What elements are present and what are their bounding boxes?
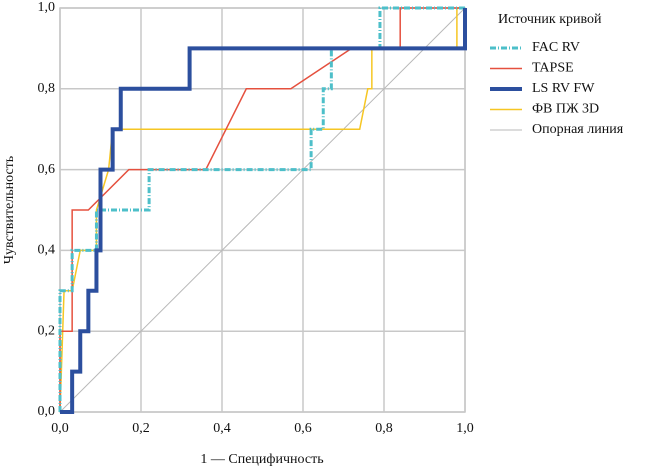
roc-line — [60, 8, 467, 414]
legend-label: TAPSE — [532, 61, 574, 76]
x-tick-label: 0,8 — [375, 421, 393, 436]
legend-label: FAC RV — [532, 40, 580, 55]
x-axis-title: 1 — Специфичность — [200, 452, 323, 467]
legend-title: Источник кривой — [498, 12, 602, 27]
x-tick-label: 0,6 — [294, 421, 312, 436]
y-axis-title: Чувствительность — [2, 156, 17, 264]
x-tick-label: 0,4 — [213, 421, 231, 436]
legend-label: ФВ ПЖ 3D — [532, 102, 599, 117]
y-tick-label: 0,6 — [38, 162, 56, 177]
y-tick-label: 0,0 — [38, 404, 56, 419]
legend-label: Опорная линия — [532, 122, 624, 137]
y-tick-label: 1,0 — [38, 0, 56, 15]
x-tick-label: 0,2 — [132, 421, 150, 436]
plot-frame — [59, 7, 466, 413]
legend-label: LS RV FW — [532, 81, 595, 96]
y-tick-label: 0,2 — [38, 323, 56, 338]
y-tick-label: 0,8 — [38, 81, 56, 96]
y-tick-label: 0,4 — [38, 243, 56, 258]
x-tick-label: 1,0 — [456, 421, 474, 436]
roc-line — [59, 7, 466, 413]
x-tick-label: 0,0 — [51, 421, 69, 436]
